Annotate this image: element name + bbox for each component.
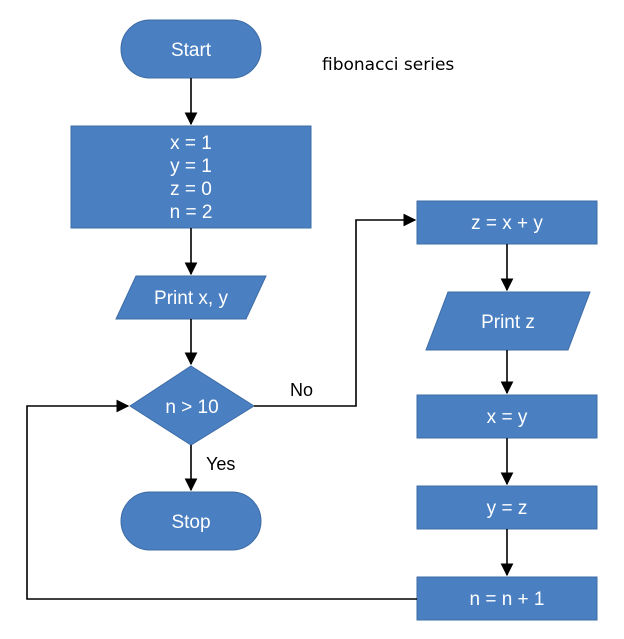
print-xy-label: Print x, y [154,288,228,309]
edge-label-no: No [290,380,313,400]
init-label-n: n = 2 [170,202,213,223]
start-label: Start [171,40,212,61]
sum-node: z = x + y [417,201,597,244]
stop-node: Stop [121,492,261,550]
increment-label: n = n + 1 [469,589,544,610]
edge-decision-no-to-sum [254,220,415,406]
decision-node: n > 10 [130,366,254,445]
stop-label: Stop [171,512,210,533]
assign-y-label: y = z [487,498,528,519]
assign-x-node: x = y [417,395,597,438]
edge-label-yes: Yes [206,454,235,474]
init-label-y: y = 1 [170,156,212,177]
sum-label: z = x + y [471,213,543,234]
assign-x-label: x = y [487,407,528,428]
init-label-z: z = 0 [170,179,212,200]
start-node: Start [121,20,261,78]
increment-node: n = n + 1 [417,577,597,620]
init-node: x = 1 y = 1 z = 0 n = 2 [71,126,311,228]
print-z-node: Print z [426,292,590,350]
print-xy-node: Print x, y [116,276,266,319]
init-label-x: x = 1 [170,133,212,154]
assign-y-node: y = z [417,486,597,529]
decision-label: n > 10 [165,397,218,418]
diagram-title: fibonacci series [322,55,454,75]
print-z-label: Print z [481,312,535,333]
